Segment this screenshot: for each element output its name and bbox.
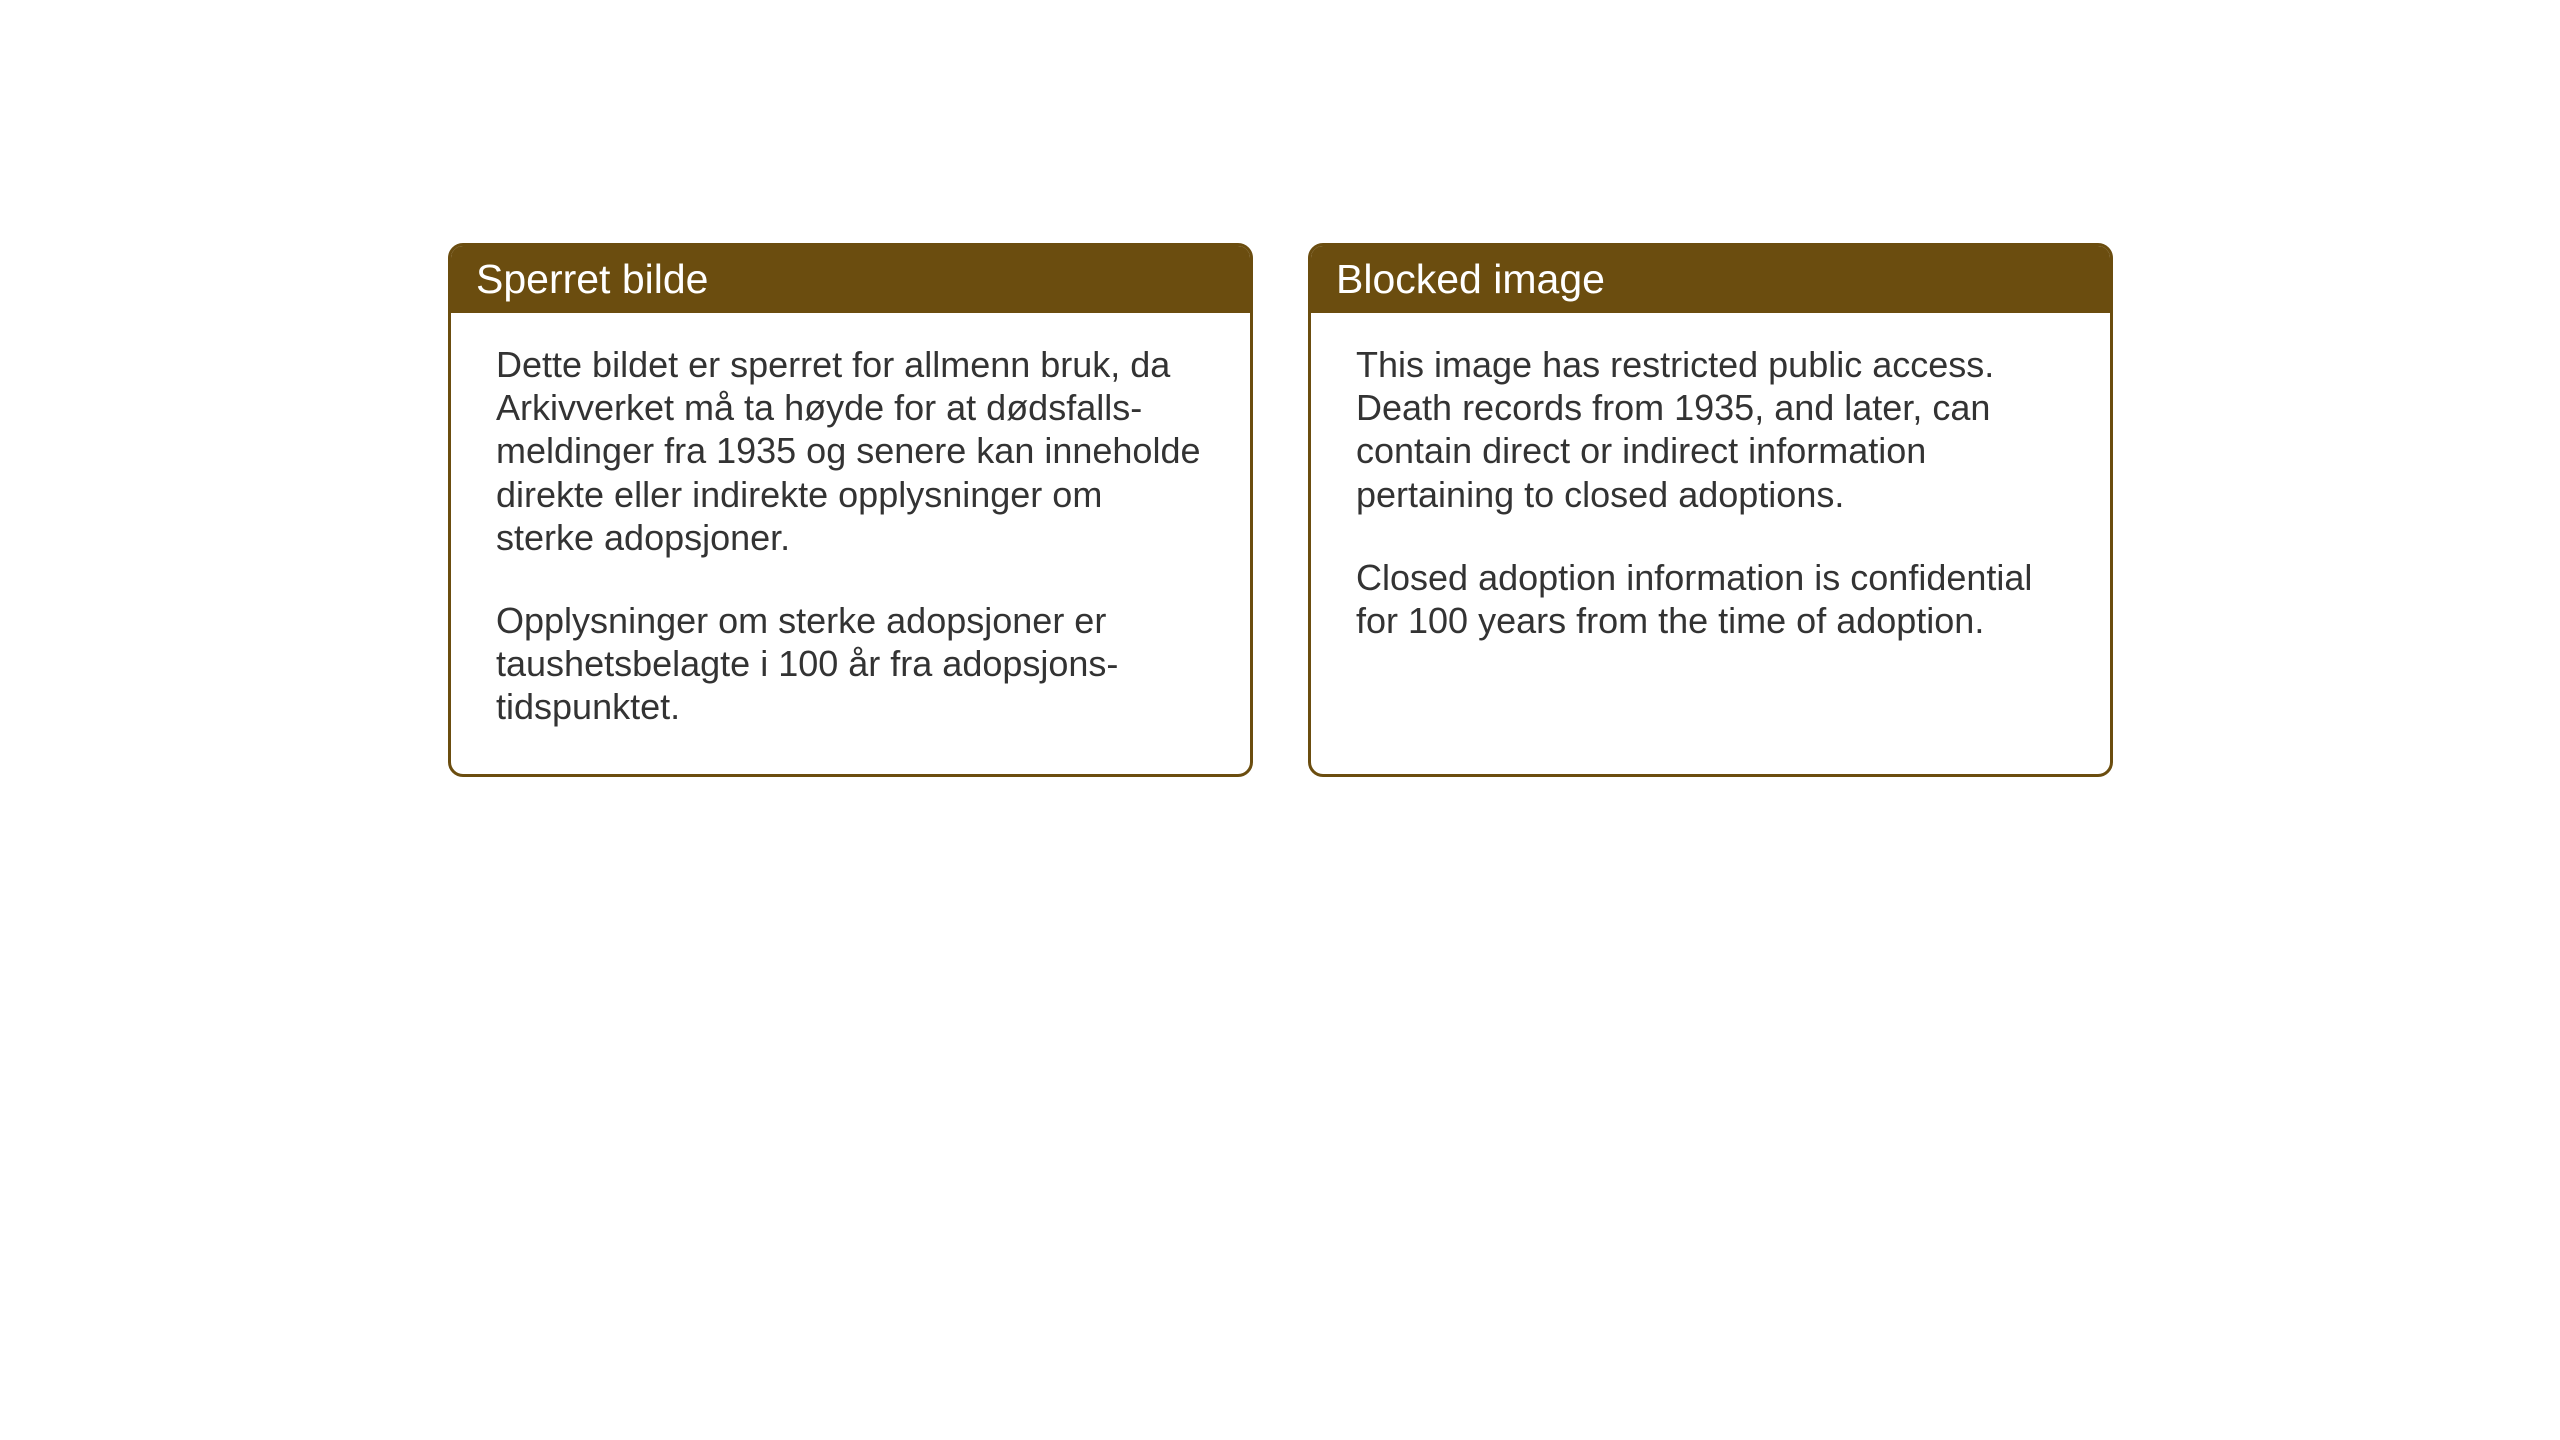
english-paragraph-1: This image has restricted public access.… xyxy=(1356,343,2065,516)
english-paragraph-2: Closed adoption information is confident… xyxy=(1356,556,2065,642)
english-card-title: Blocked image xyxy=(1336,256,1605,302)
norwegian-card: Sperret bilde Dette bildet er sperret fo… xyxy=(448,243,1253,777)
english-card-header: Blocked image xyxy=(1311,246,2110,313)
english-card: Blocked image This image has restricted … xyxy=(1308,243,2113,777)
english-card-body: This image has restricted public access.… xyxy=(1311,313,2110,687)
norwegian-card-body: Dette bildet er sperret for allmenn bruk… xyxy=(451,313,1250,774)
cards-container: Sperret bilde Dette bildet er sperret fo… xyxy=(448,243,2113,777)
norwegian-paragraph-1: Dette bildet er sperret for allmenn bruk… xyxy=(496,343,1205,559)
norwegian-card-title: Sperret bilde xyxy=(476,256,708,302)
norwegian-paragraph-2: Opplysninger om sterke adopsjoner er tau… xyxy=(496,599,1205,729)
norwegian-card-header: Sperret bilde xyxy=(451,246,1250,313)
